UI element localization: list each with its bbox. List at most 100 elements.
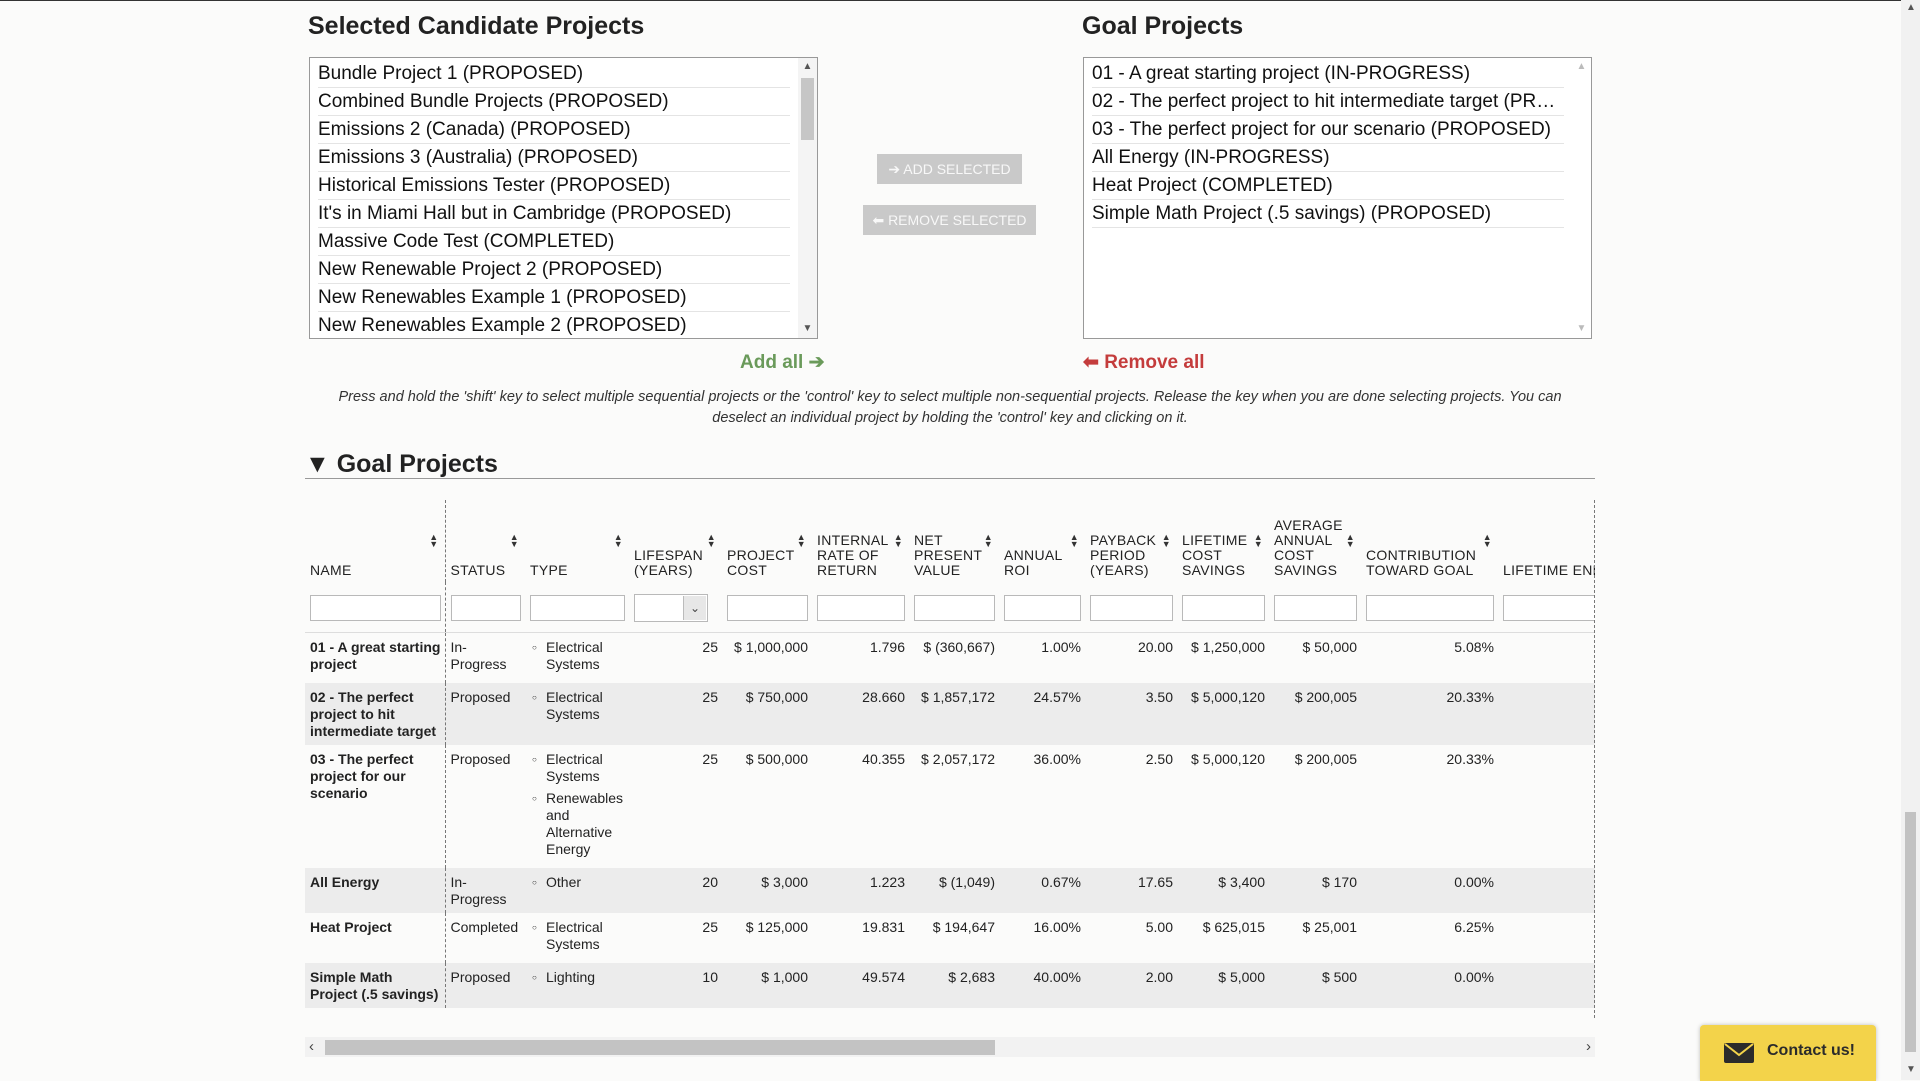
column-filter-input[interactable]	[817, 595, 905, 621]
goal-list-item[interactable]: All Energy (IN-PROGRESS)	[1092, 144, 1564, 172]
sort-icon[interactable]: ▲ ▼	[1345, 532, 1355, 549]
add-all-link[interactable]: Add all ➔	[740, 351, 825, 374]
type-list: Other	[530, 874, 625, 891]
cell-cost: $ 1,000	[722, 963, 812, 1008]
column-header[interactable]: NET PRESENT VALUE ▲ ▼	[909, 500, 999, 582]
scroll-thumb[interactable]	[801, 78, 814, 140]
column-header[interactable]: AVERAGE ANNUAL COST SAVINGS ▲ ▼	[1269, 500, 1361, 582]
sort-icon[interactable]: ▲ ▼	[983, 532, 993, 549]
sort-icon[interactable]: ▲ ▼	[1069, 532, 1079, 549]
cell-lcs: $ 5,000,120	[1177, 683, 1269, 745]
type-item: Renewables and Alternative Energy	[532, 790, 625, 858]
sort-icon[interactable]: ▲ ▼	[613, 532, 623, 549]
scroll-left-icon[interactable]: ‹	[309, 1038, 314, 1055]
contact-us-button[interactable]: Contact us!	[1700, 1025, 1876, 1081]
page-scroll-thumb[interactable]	[1905, 812, 1916, 1052]
goal-table-scroll[interactable]: NAME ▲ ▼ STATUS ▲ ▼ TYPE ▲ ▼ LIFESPAN (YEARS) ▲ ▼ PR…	[305, 500, 1595, 1018]
candidate-list-item[interactable]: Historical Emissions Tester (PROPOSED)	[318, 172, 790, 200]
lifespan-filter-select[interactable]: ⌄	[634, 594, 708, 622]
column-header[interactable]: LIFETIME COST SAVINGS ▲ ▼	[1177, 500, 1269, 582]
add-selected-button[interactable]: ➔ ADD SELECTED	[877, 154, 1022, 184]
candidate-list-item[interactable]: Emissions 2 (Canada) (PROPOSED)	[318, 116, 790, 144]
column-filter-input[interactable]	[914, 595, 995, 621]
cell-lcs: $ 5,000	[1177, 963, 1269, 1008]
column-header[interactable]: ANNUAL ROI ▲ ▼	[999, 500, 1085, 582]
project-name-link[interactable]: Simple Math Project (.5 savings)	[305, 963, 446, 1008]
column-header-label: AVERAGE ANNUAL COST SAVINGS	[1274, 517, 1343, 578]
page-scrollbar[interactable]: ▲ ▼	[1901, 0, 1920, 1080]
column-filter-input[interactable]	[1366, 595, 1494, 621]
sort-icon[interactable]: ▲ ▼	[1482, 532, 1492, 549]
column-header-label: INTERNAL RATE OF RETURN	[817, 532, 889, 578]
candidate-list-item[interactable]: New Renewable Project 2 (PROPOSED)	[318, 256, 790, 284]
sort-icon[interactable]: ▲ ▼	[1161, 532, 1171, 549]
column-filter-input[interactable]	[310, 595, 441, 621]
sort-icon[interactable]: ▲ ▼	[1253, 532, 1263, 549]
column-header[interactable]: STATUS ▲ ▼	[445, 500, 525, 582]
candidate-list-item[interactable]: Combined Bundle Projects (PROPOSED)	[318, 88, 790, 116]
remove-all-link[interactable]: ⬅ Remove all	[1083, 351, 1205, 374]
cell-contrib: 20.33%	[1446, 751, 1494, 767]
goal-list-item[interactable]: 03 - The perfect project for our scenari…	[1092, 116, 1564, 144]
column-header[interactable]: PAYBACK PERIOD (YEARS) ▲ ▼	[1085, 500, 1177, 582]
column-filter-input[interactable]	[1004, 595, 1081, 621]
collapse-triangle-icon[interactable]: ▼	[305, 450, 330, 478]
scroll-down-icon[interactable]: ▼	[1576, 323, 1587, 334]
candidates-title: Selected Candidate Projects	[308, 12, 645, 40]
column-header[interactable]: INTERNAL RATE OF RETURN ▲ ▼	[812, 500, 909, 582]
candidates-listbox[interactable]: Bundle Project 1 (PROPOSED) Combined Bund…	[309, 57, 818, 339]
sort-icon[interactable]: ▲ ▼	[796, 532, 806, 549]
scroll-down-icon[interactable]: ▼	[1906, 1064, 1916, 1075]
column-header[interactable]: TYPE ▲ ▼	[525, 500, 629, 582]
project-name-link[interactable]: All Energy	[305, 868, 446, 913]
column-header[interactable]: LIFETIME ENERGY GENERATED (MMBTU)▲▼	[1498, 500, 1595, 582]
cell-npv: $ (1,049)	[909, 868, 999, 913]
scroll-up-icon[interactable]: ▲	[1906, 2, 1916, 13]
column-filter-input[interactable]	[1503, 595, 1595, 621]
cell-irr: 49.574	[812, 963, 909, 1008]
project-name-link[interactable]: 01 - A great starting project	[305, 632, 446, 683]
column-header[interactable]: CONTRIBUTION TOWARD GOAL ▲ ▼	[1361, 500, 1498, 582]
column-filter-input[interactable]	[727, 595, 808, 621]
sort-icon[interactable]: ▲ ▼	[893, 532, 903, 549]
candidate-list-item[interactable]: Emissions 3 (Australia) (PROPOSED)	[318, 144, 790, 172]
sort-icon[interactable]: ▲ ▼	[429, 532, 439, 549]
column-header[interactable]: NAME ▲ ▼	[305, 500, 446, 582]
column-header[interactable]: LIFESPAN (YEARS) ▲ ▼	[629, 500, 722, 582]
scroll-right-icon[interactable]: ›	[1586, 1038, 1591, 1055]
sort-icon[interactable]: ▲ ▼	[706, 532, 716, 549]
scroll-up-icon[interactable]: ▲	[1576, 61, 1587, 72]
scroll-up-icon[interactable]: ▲	[802, 61, 813, 72]
remove-selected-button[interactable]: ⬅ REMOVE SELECTED	[863, 205, 1036, 235]
cell-payback: 2.50	[1145, 751, 1173, 767]
project-name-link[interactable]: 02 - The perfect project to hit intermed…	[305, 683, 446, 745]
top-border	[0, 0, 1920, 1]
goal-list-item[interactable]: 01 - A great starting project (IN-PROGRE…	[1092, 60, 1564, 88]
column-filter-input[interactable]	[1090, 595, 1173, 621]
candidate-list-item[interactable]: New Renewables Example 1 (PROPOSED)	[318, 284, 790, 312]
goal-listbox[interactable]: 01 - A great starting project (IN-PROGRE…	[1083, 57, 1592, 339]
project-name-link[interactable]: 03 - The perfect project for our scenari…	[305, 745, 446, 868]
table-horizontal-scrollbar[interactable]: ‹ ›	[305, 1037, 1595, 1057]
project-name-link[interactable]: Heat Project	[305, 913, 446, 963]
candidate-list-item[interactable]: It's in Miami Hall but in Cambridge (PRO…	[318, 200, 790, 228]
goal-list-item[interactable]: Heat Project (COMPLETED)	[1092, 172, 1564, 200]
goal-table-header[interactable]: ▼ Goal Projects	[305, 450, 1595, 479]
column-filter-input[interactable]	[1274, 595, 1357, 621]
column-filter-input[interactable]	[530, 595, 625, 621]
column-filter-input[interactable]	[450, 595, 521, 621]
goal-list-item[interactable]: 02 - The perfect project to hit intermed…	[1092, 88, 1564, 116]
arrow-right-icon: ➔	[808, 352, 825, 373]
candidate-list-item[interactable]: Massive Code Test (COMPLETED)	[318, 228, 790, 256]
column-filter-input[interactable]	[1182, 595, 1265, 621]
sort-icon[interactable]: ▲ ▼	[509, 532, 519, 549]
goal-list-item[interactable]: Simple Math Project (.5 savings) (PROPOS…	[1092, 200, 1564, 228]
scroll-down-icon[interactable]: ▼	[802, 323, 813, 334]
goal-scrollbar[interactable]: ▲ ▼	[1572, 58, 1591, 338]
arrow-left-icon: ⬅	[1083, 352, 1099, 373]
candidate-list-item[interactable]: Bundle Project 1 (PROPOSED)	[318, 60, 790, 88]
hscroll-thumb[interactable]	[325, 1040, 995, 1055]
candidate-list-item[interactable]: New Renewables Example 2 (PROPOSED)	[318, 312, 790, 338]
candidates-scrollbar[interactable]: ▲ ▼	[798, 58, 817, 338]
column-header[interactable]: PROJECT COST ▲ ▼	[722, 500, 812, 582]
